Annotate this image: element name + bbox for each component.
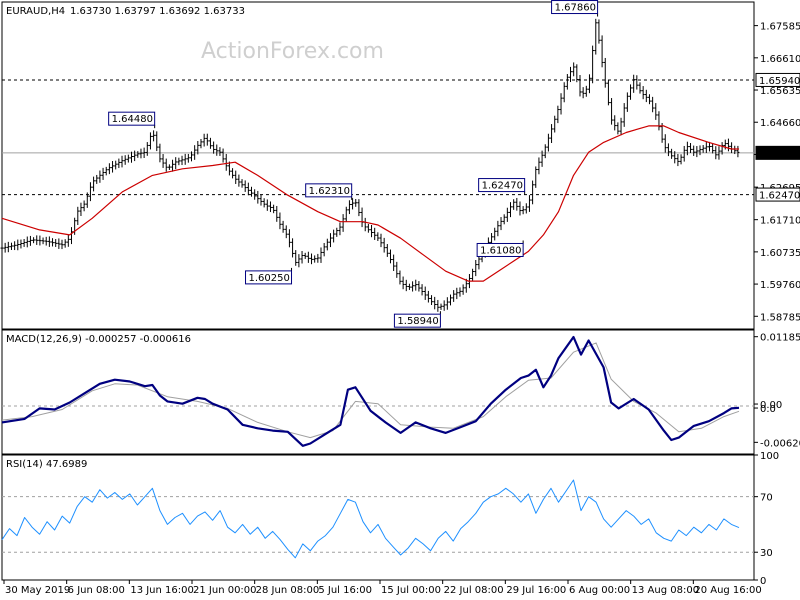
price-y-tick-label-6: 1.61710 — [760, 216, 800, 227]
macd-y-tick-label-1: 0.00 — [760, 400, 782, 411]
price-y-tick-label-0: 1.67585 — [760, 22, 800, 33]
price-level-tag-1 — [755, 145, 800, 160]
annotation-label-2: 1.60250 — [249, 273, 290, 284]
price-series-layer: 1.64480 1.62310 1.60250 1.58940 1.62470 1.610… — [0, 0, 754, 328]
x-tick-label-1: 6 Jun 08:00 — [68, 585, 125, 596]
axes-layer: 1.675851.666101.656351.646601.636851.626… — [3, 22, 800, 596]
chart-header-ohlc: 1.63730 1.63797 1.63692 1.63733 — [70, 6, 245, 17]
macd-line — [1, 335, 740, 447]
rsi-y-tick-label-0: 100 — [760, 451, 779, 462]
x-tick-label-3: 21 Jun 00:00 — [193, 585, 257, 596]
rsi-panel-title: RSI(14) 47.6989 — [6, 459, 87, 470]
x-tick-label-10: 13 Aug 08:00 — [632, 585, 699, 596]
x-tick-label-0: 30 May 2019 — [5, 585, 70, 596]
price-y-tick-label-2: 1.65635 — [760, 86, 800, 97]
rsi-y-tick-label-3: 0 — [760, 576, 766, 587]
price-level-tag-0 — [755, 72, 800, 87]
x-tick-label-5: 5 Jul 16:00 — [318, 585, 372, 596]
annotation-box-5 — [476, 242, 524, 257]
price-level-tag-label-1: 1.63733 — [759, 149, 800, 160]
price-level-tag-2 — [755, 187, 800, 202]
price-level-tag-label-0: 1.65940 — [759, 76, 800, 87]
x-tick-label-7: 22 Jul 08:00 — [444, 585, 504, 596]
rsi-line — [1, 479, 740, 559]
chart-header-symbol: EURAUD,H4 — [6, 6, 65, 17]
macd-panel-frame — [1, 329, 755, 455]
price-y-tick-label-1: 1.66610 — [760, 54, 800, 65]
annotation-label-3: 1.58940 — [397, 316, 438, 327]
rsi-panel-frame — [1, 454, 755, 581]
x-tick-label-6: 15 Jul 00:00 — [381, 585, 441, 596]
rsi-y-tick-label-2: 30 — [760, 548, 773, 559]
x-tick-label-9: 6 Aug 00:00 — [569, 585, 630, 596]
macd-y-tick-label-0: 0.011856 — [760, 333, 800, 344]
price-y-tick-label-9: 1.58785 — [760, 312, 800, 323]
annotation-box-3 — [393, 313, 441, 328]
annotation-label-5: 1.61080 — [480, 245, 521, 256]
x-tick-label-4: 28 Jun 08:00 — [256, 585, 320, 596]
annotation-box-4 — [478, 178, 526, 193]
rsi-y-tick-label-1: 70 — [760, 493, 773, 504]
annotation-box-0 — [108, 111, 156, 126]
x-tick-label-2: 13 Jun 16:00 — [130, 585, 194, 596]
x-tick-label-8: 29 Jul 16:00 — [506, 585, 566, 596]
price-y-tick-label-7: 1.60735 — [760, 248, 800, 259]
annotation-box-2 — [245, 270, 293, 285]
annotation-label-0: 1.64480 — [112, 114, 153, 125]
macd-y-tick-label-2: 0.0 — [760, 404, 776, 415]
annotation-label-1: 1.62310 — [309, 186, 350, 197]
annotation-box-6 — [551, 0, 599, 15]
rsi-series-layer — [1, 479, 754, 559]
price-level-tag-label-2: 1.62470 — [759, 191, 800, 202]
price-panel-frame — [1, 1, 755, 330]
watermark: ActionForex.com — [201, 39, 384, 64]
price-y-tick-label-8: 1.59760 — [760, 280, 800, 291]
annotation-box-1 — [305, 183, 353, 198]
macd-y-tick-label-3: -0.006206 — [760, 438, 800, 449]
moving-average-line — [1, 125, 739, 282]
price-y-tick-label-3: 1.64660 — [760, 118, 800, 129]
annotation-label-6: 1.67860 — [555, 3, 596, 14]
macd-panel-title: MACD(12,26,9) -0.000257 -0.000616 — [6, 334, 191, 345]
x-tick-label-11: 20 Aug 16:00 — [694, 585, 761, 596]
macd-series-layer — [1, 335, 754, 447]
annotation-label-4: 1.62470 — [482, 181, 523, 192]
